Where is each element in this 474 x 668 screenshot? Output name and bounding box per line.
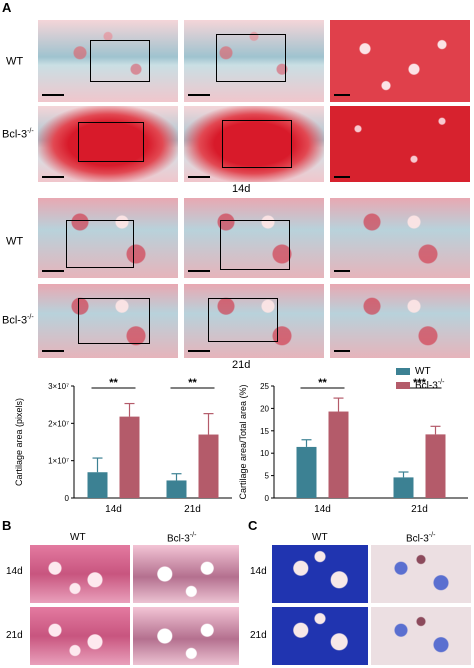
y-tick-label: 10: [260, 449, 269, 458]
significance-label: **: [188, 377, 197, 389]
y-tick-label: 15: [260, 427, 269, 436]
bar-Bcl-3-/--14d: [119, 416, 140, 498]
y-axis-label: Cartilage area/Total area (%): [238, 384, 248, 499]
y-axis-label: Cartilage area (pixels): [14, 398, 24, 486]
x-tick-label: 21d: [411, 504, 428, 515]
col-label-b-wt: WT: [70, 532, 86, 543]
micrograph-wt-14d-overview: [38, 20, 178, 102]
bar-WT-21d: [393, 477, 414, 498]
micrograph-c-ko-14d: [371, 545, 471, 603]
chart-legend: WT Bcl-3-/-: [396, 366, 444, 391]
row-label-b-14d: 14d: [6, 566, 23, 577]
bar-WT-14d: [87, 472, 108, 498]
legend-item-ko: Bcl-3-/-: [396, 379, 444, 391]
chart-cartilage-area-pixels: 0 1×10⁷ 2×10⁷ 3×10⁷ Cartilage area (pixels) *…: [14, 377, 232, 515]
significance-label: ***: [413, 377, 427, 389]
y-tick-label: 20: [260, 404, 269, 413]
panel-label-b: B: [2, 518, 12, 533]
col-label-c-wt: WT: [312, 532, 328, 543]
zoom-box: [208, 298, 278, 342]
row-label-c-14d: 14d: [250, 566, 267, 577]
y-tick-label: 0: [265, 494, 270, 503]
bar-Bcl-3-/--14d: [328, 411, 349, 498]
micrograph-ko-14d-mid: [184, 106, 324, 182]
scale-bar: [188, 270, 210, 272]
legend-swatch-ko: [396, 381, 410, 389]
row-label-wt-14d: WT: [6, 55, 24, 68]
timepoint-label-21d: 21d: [232, 359, 251, 371]
scale-bar: [334, 94, 350, 96]
row-label-ko-21d: Bcl-3-/-: [2, 314, 34, 327]
x-tick-label: 14d: [314, 504, 331, 515]
scale-bar: [188, 350, 210, 352]
scale-bar: [42, 176, 64, 178]
scale-bar: [334, 350, 350, 352]
panel-label-a: A: [2, 0, 12, 15]
micrograph-ko-21d-mid: [184, 284, 324, 358]
zoom-box: [78, 298, 150, 344]
micrograph-wt-21d-mid: [184, 198, 324, 278]
micrograph-ko-21d-zoom: [330, 284, 470, 358]
scale-bar: [42, 350, 64, 352]
panel-label-c: C: [248, 518, 258, 533]
micrograph-ko-14d-zoom: [330, 106, 470, 182]
row-label-wt-21d: WT: [6, 235, 24, 248]
x-tick-label: 14d: [105, 504, 122, 515]
micrograph-c-wt-14d: [272, 545, 368, 603]
zoom-box: [90, 40, 150, 82]
legend-item-wt: WT: [396, 366, 444, 377]
scale-bar: [334, 176, 350, 178]
micrograph-c-ko-21d: [371, 607, 471, 665]
y-tick-label: 2×10⁷: [48, 419, 69, 428]
bar-Bcl-3-/--21d: [425, 434, 446, 498]
micrograph-ko-14d-overview: [38, 106, 178, 182]
micrograph-b-wt-14d: [30, 545, 130, 603]
micrograph-b-wt-21d: [30, 607, 130, 665]
y-tick-label: 25: [260, 382, 269, 391]
bar-Bcl-3-/--21d: [198, 434, 219, 498]
row-label-c-21d: 21d: [250, 630, 267, 641]
col-label-b-ko: Bcl-3-/-: [167, 532, 197, 545]
col-label-c-ko: Bcl-3-/-: [406, 532, 436, 545]
row-label-ko-14d: Bcl-3-/-: [2, 128, 34, 141]
significance-label: **: [109, 377, 118, 389]
micrograph-b-ko-21d: [133, 607, 239, 665]
timepoint-label-14d: 14d: [232, 183, 251, 195]
zoom-box: [66, 220, 134, 268]
zoom-box: [220, 220, 290, 270]
row-label-b-21d: 21d: [6, 630, 23, 641]
legend-label-ko: Bcl-3-/-: [415, 379, 445, 392]
micrograph-wt-14d-mid: [184, 20, 324, 102]
micrograph-b-ko-14d: [133, 545, 239, 603]
scale-bar: [188, 176, 210, 178]
zoom-box: [222, 120, 292, 168]
scale-bar: [42, 94, 64, 96]
significance-label: **: [318, 377, 327, 389]
x-tick-label: 21d: [184, 504, 201, 515]
legend-label-wt: WT: [415, 366, 431, 377]
bar-WT-14d: [296, 446, 317, 498]
micrograph-wt-21d-zoom: [330, 198, 470, 278]
scale-bar: [42, 270, 64, 272]
micrograph-wt-14d-zoom: [330, 20, 470, 102]
zoom-box: [78, 122, 144, 162]
scale-bar: [334, 270, 350, 272]
y-tick-label: 5: [265, 472, 270, 481]
legend-swatch-wt: [396, 368, 410, 375]
y-tick-label: 0: [65, 494, 70, 503]
micrograph-wt-21d-overview: [38, 198, 178, 278]
y-tick-label: 3×10⁷: [48, 382, 69, 391]
micrograph-c-wt-21d: [272, 607, 368, 665]
scale-bar: [188, 94, 210, 96]
micrograph-ko-21d-overview: [38, 284, 178, 358]
zoom-box: [216, 34, 286, 82]
y-tick-label: 1×10⁷: [48, 457, 69, 466]
bar-WT-21d: [166, 480, 187, 498]
chart-cartilage-area-percent: 0 5 10 15 20 25 Cartilage area/Total area (%) *…: [238, 377, 468, 515]
